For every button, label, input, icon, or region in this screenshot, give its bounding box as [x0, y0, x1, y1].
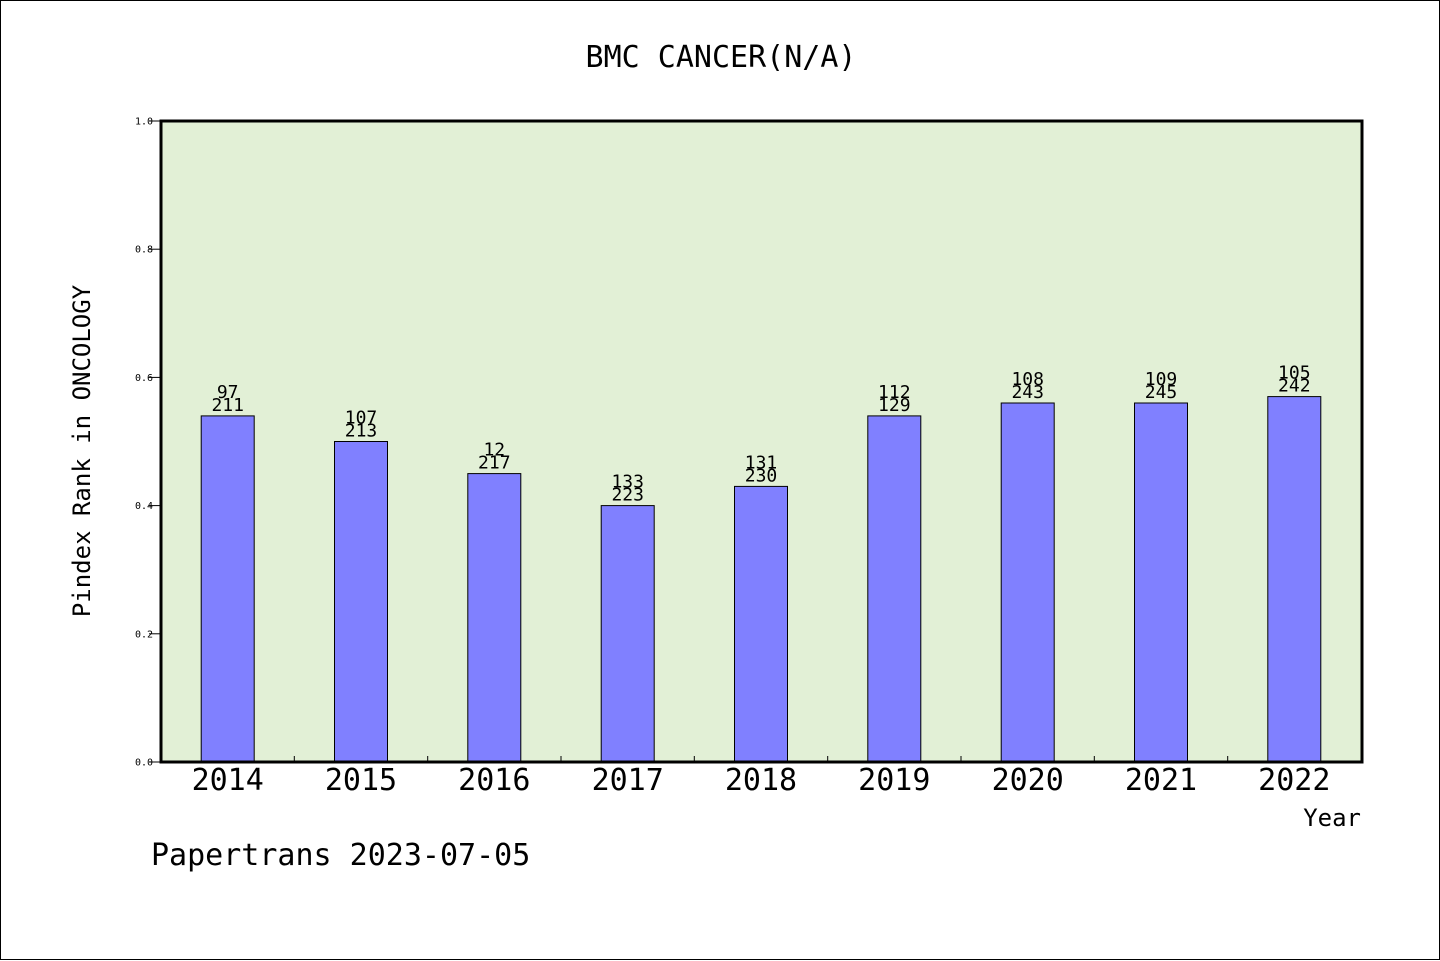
x-tick-label: 2021: [1125, 763, 1197, 798]
y-tick-label: 0.6: [135, 373, 153, 384]
y-tick-label: 0.2: [135, 629, 153, 640]
bar-rank-label: 12: [483, 440, 505, 461]
x-tick-label: 2022: [1258, 763, 1330, 798]
bar-total-label: 217: [478, 453, 511, 474]
bar-total-label: 129: [878, 395, 911, 416]
bar-total-label: 243: [1011, 382, 1044, 403]
y-axis-title: Pindex Rank in ONCOLOGY: [68, 284, 96, 617]
bar-2019: [867, 415, 922, 763]
bar-total-label: 242: [1278, 376, 1311, 397]
bar-rank-label: 131: [745, 452, 778, 473]
x-tick-label: 2019: [858, 763, 930, 798]
bar-rank-label: 107: [345, 408, 378, 429]
bar-2017: [600, 505, 655, 763]
bar-rank-label: 97: [217, 382, 239, 403]
x-tick-label: 2017: [592, 763, 664, 798]
bar-total-label: 213: [345, 421, 378, 442]
x-tick-label: 2014: [192, 763, 264, 798]
x-tick-label: 2020: [992, 763, 1064, 798]
y-tick-label: 1.0: [135, 117, 153, 128]
x-axis-title: Year: [1303, 804, 1361, 832]
bar-rank-label: 133: [611, 472, 644, 493]
bar-total-label: 223: [611, 485, 644, 506]
bar-rank-label: 109: [1145, 369, 1178, 390]
bar-2020: [1000, 402, 1055, 763]
bar-2016: [467, 473, 522, 763]
bar-2018: [734, 485, 788, 763]
bar-2021: [1134, 402, 1188, 763]
x-tick-label: 2018: [725, 763, 797, 798]
x-axis-ticks: 2014 2015 2016 2017 2018 2019 2020 2021 2022: [192, 756, 1330, 798]
x-tick-label: 2016: [458, 763, 530, 798]
y-tick-label: 0.8: [135, 245, 153, 256]
bar-rank-label: 108: [1011, 369, 1044, 390]
bar-total-label: 211: [211, 395, 244, 416]
bar-total-label: 230: [745, 465, 778, 486]
bar-2014: [200, 415, 255, 763]
bar-rank-label: 105: [1278, 363, 1311, 384]
bar-total-label: 245: [1145, 382, 1178, 403]
y-tick-label: 0.4: [135, 501, 153, 512]
chart-title: BMC CANCER(N/A): [586, 40, 857, 75]
y-axis-ticks: 0.0 0.2 0.4 0.6 0.8 1.0: [135, 117, 161, 769]
bar-2015: [334, 441, 388, 763]
plot-border: [159, 119, 1364, 764]
y-tick-label: 0.0: [135, 758, 153, 769]
x-tick-label: 2015: [325, 763, 397, 798]
bar-group: [200, 396, 1322, 763]
footer-credit: Papertrans 2023-07-05: [151, 838, 530, 873]
bar-rank-label: 112: [878, 382, 911, 403]
bar-2022: [1267, 396, 1322, 763]
